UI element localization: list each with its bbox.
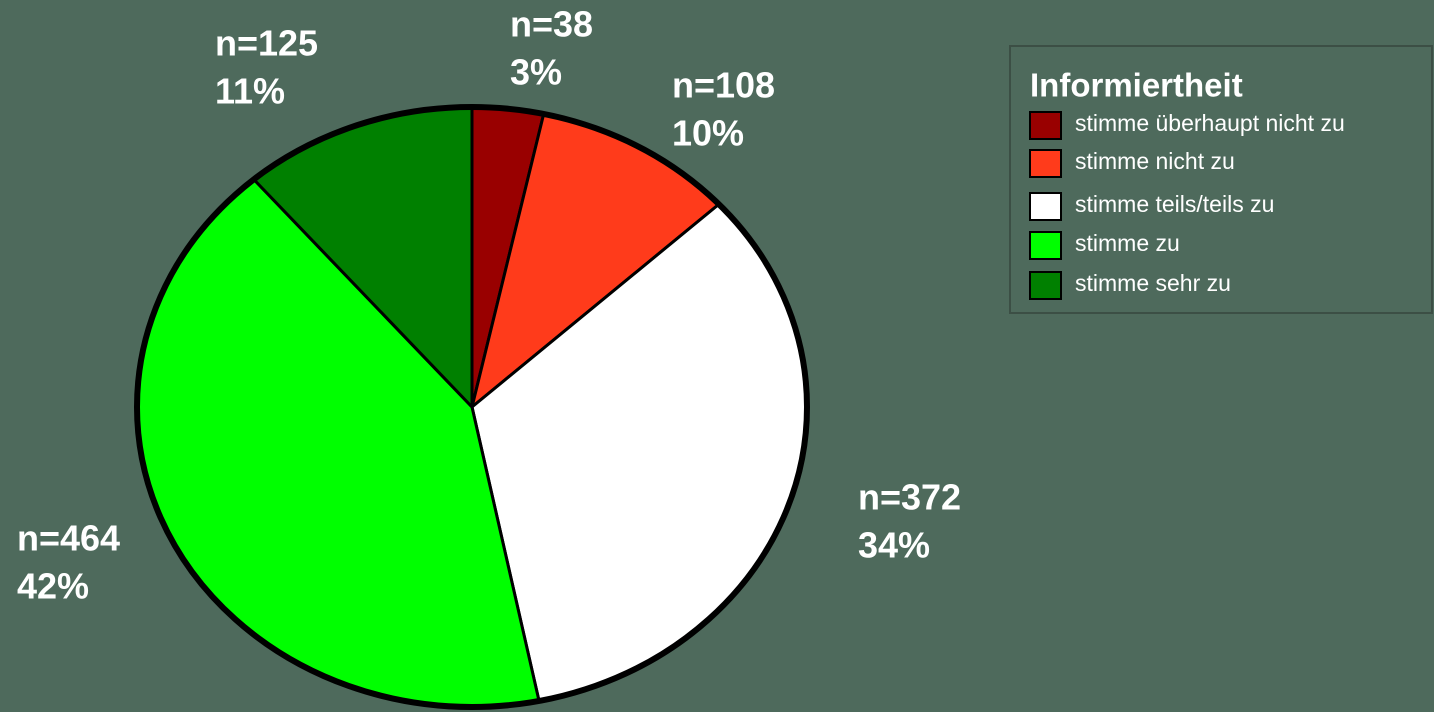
data-label: n=372 — [858, 477, 961, 518]
percent-label: 34% — [858, 525, 930, 566]
pie-outline — [134, 104, 810, 710]
percent-label: 3% — [510, 52, 562, 93]
percent-label: 42% — [17, 566, 89, 607]
legend-label: stimme sehr zu — [1075, 270, 1231, 296]
legend-label: stimme zu — [1075, 230, 1180, 256]
legend-box — [1009, 45, 1433, 314]
legend-swatch — [1029, 231, 1062, 260]
legend-label: stimme nicht zu — [1075, 148, 1235, 174]
legend-swatch — [1029, 192, 1062, 221]
percent-label: 11% — [215, 71, 285, 112]
legend-swatch — [1029, 149, 1062, 178]
data-label: n=125 — [215, 23, 318, 64]
legend-label: stimme teils/teils zu — [1075, 191, 1274, 217]
percent-label: 10% — [672, 113, 744, 154]
data-label: n=108 — [672, 65, 775, 106]
legend-swatch — [1029, 111, 1062, 140]
legend-label: stimme überhaupt nicht zu — [1075, 110, 1345, 136]
legend-title: Informiertheit — [1030, 67, 1243, 104]
data-label: n=38 — [510, 4, 593, 45]
legend-swatch — [1029, 271, 1062, 300]
data-label: n=464 — [17, 518, 120, 559]
